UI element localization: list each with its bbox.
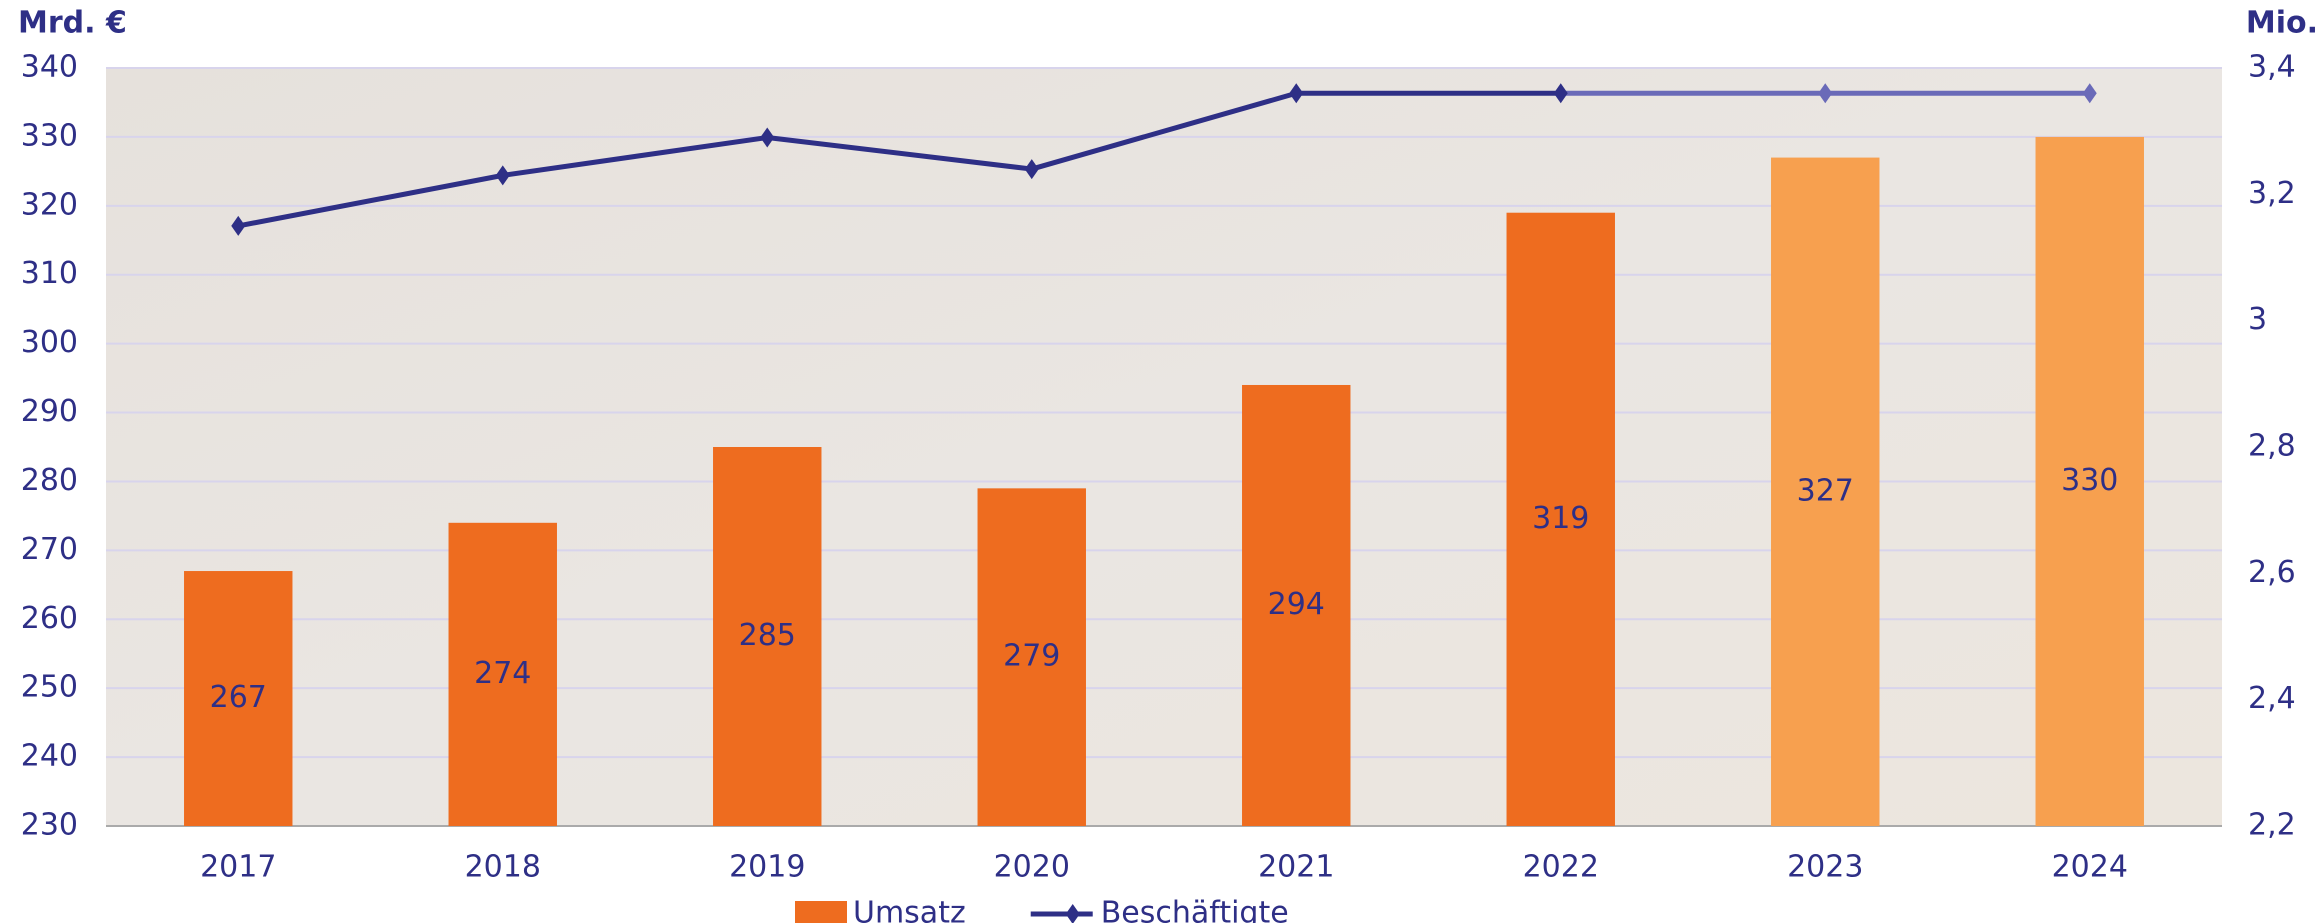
value-label: 330 [2061, 463, 2118, 498]
y2-tick-label: 2,8 [2248, 429, 2296, 464]
y-tick-label: 340 [21, 50, 78, 85]
y-tick-label: 300 [21, 325, 78, 360]
y-tick-label: 280 [21, 463, 78, 498]
x-tick-label: 2022 [1523, 850, 1599, 885]
y-tick-label: 320 [21, 187, 78, 222]
plot-background [106, 68, 2222, 826]
x-tick-label: 2024 [2052, 850, 2128, 885]
y-tick-label: 240 [21, 739, 78, 774]
y-tick-label: 260 [21, 601, 78, 636]
value-label: 279 [1003, 639, 1060, 674]
y2-tick-label: 2,6 [2248, 555, 2296, 590]
legend-label: Beschäftigte [1101, 896, 1289, 923]
legend-label: Umsatz [853, 896, 966, 923]
y-tick-label: 270 [21, 532, 78, 567]
x-tick-label: 2020 [994, 850, 1070, 885]
y-tick-label: 330 [21, 118, 78, 153]
legend-marker [1066, 904, 1080, 923]
y2-tick-label: 3,2 [2248, 176, 2296, 211]
y-tick-label: 310 [21, 256, 78, 291]
y-tick-label: 290 [21, 394, 78, 429]
value-label: 274 [474, 656, 531, 691]
value-label: 327 [1797, 473, 1854, 508]
legend-swatch [795, 901, 847, 923]
x-tick-label: 2017 [200, 850, 276, 885]
y2-tick-label: 3,4 [2248, 50, 2296, 85]
x-tick-label: 2023 [1787, 850, 1863, 885]
y2-tick-label: 2,2 [2248, 808, 2296, 843]
value-label: 285 [739, 618, 796, 653]
value-label: 294 [1268, 587, 1325, 622]
y-tick-label: 230 [21, 808, 78, 843]
x-tick-label: 2019 [729, 850, 805, 885]
y2-tick-label: 3 [2248, 302, 2267, 337]
value-label: 319 [1532, 501, 1589, 536]
y-tick-label: 250 [21, 670, 78, 705]
y2-tick-label: 2,4 [2248, 681, 2296, 716]
y-axis-label: Mrd. € [18, 6, 127, 41]
y2-axis-label: Mio. [2246, 6, 2318, 41]
value-label: 267 [210, 680, 267, 715]
x-tick-label: 2021 [1258, 850, 1334, 885]
chart: Mrd. € Mio. 230 240 250 260 270 280 290 300 310 3… [0, 0, 2323, 923]
x-tick-label: 2018 [465, 850, 541, 885]
